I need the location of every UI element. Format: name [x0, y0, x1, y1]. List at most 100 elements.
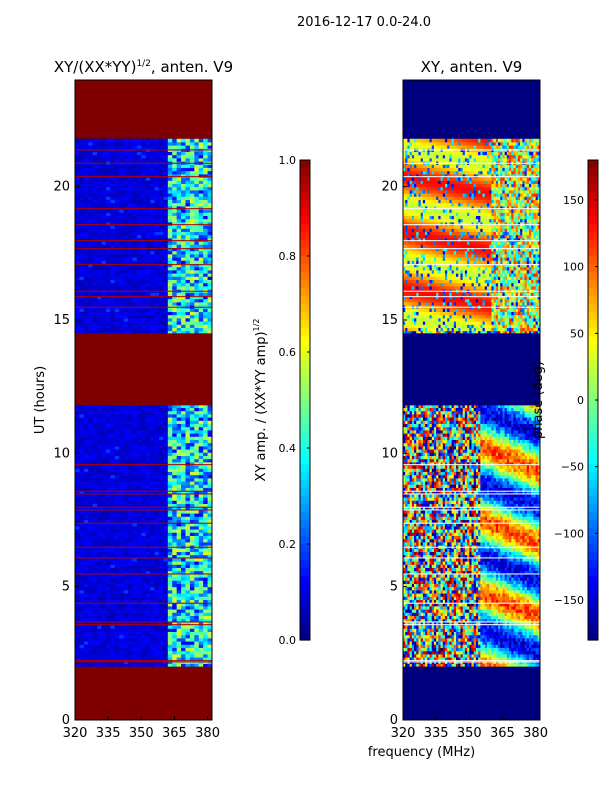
heatmap-cell [123, 228, 129, 232]
heatmap-cell [123, 519, 129, 524]
heatmap-cell [141, 205, 147, 210]
heatmap-cell [110, 266, 116, 271]
heatmap-cell [132, 490, 138, 495]
heatmap-cell [92, 618, 98, 623]
heatmap-cell [194, 186, 200, 191]
heatmap-cell [198, 500, 204, 504]
heatmap-cell [198, 157, 204, 162]
heatmap-cell [194, 599, 200, 604]
heatmap-cell [97, 599, 103, 604]
heatmap-cell [119, 221, 125, 226]
heatmap-cell [189, 404, 195, 408]
heatmap-cell [145, 330, 151, 335]
heatmap-cell [480, 653, 484, 658]
heatmap-cell [114, 413, 120, 418]
heatmap-cell [194, 423, 200, 428]
heatmap-cell [158, 276, 164, 280]
heatmap-cell [150, 173, 156, 178]
heatmap-cell [154, 180, 160, 184]
heatmap-cell [75, 196, 80, 200]
heatmap-cell [114, 612, 120, 616]
heatmap-cell [83, 193, 89, 197]
artefact-line [75, 506, 212, 508]
heatmap-cell [145, 541, 151, 546]
heatmap-cell [198, 580, 204, 584]
heatmap-cell [110, 330, 116, 335]
heatmap-cell [110, 145, 116, 149]
heatmap-cell [110, 583, 116, 588]
heatmap-cell [83, 253, 89, 258]
heatmap-cell [167, 244, 173, 248]
heatmap-cell [128, 621, 133, 626]
heatmap-cell [172, 471, 178, 476]
heatmap-cell [163, 445, 169, 450]
heatmap-cell [128, 186, 133, 191]
heatmap-cell [136, 589, 142, 594]
heatmap-cell [132, 554, 138, 559]
heatmap-cell [79, 225, 85, 229]
colorbar-segment [300, 440, 310, 449]
heatmap-cell [88, 266, 94, 271]
heatmap-cell [167, 644, 173, 648]
heatmap-cell [198, 308, 204, 312]
heatmap-cell [132, 145, 138, 149]
heatmap-cell [75, 138, 80, 143]
heatmap-cell [75, 612, 80, 616]
heatmap-cell [189, 567, 195, 572]
heatmap-cell [88, 609, 94, 613]
heatmap-cell [185, 157, 191, 162]
heatmap-cell [207, 442, 212, 447]
heatmap-cell [176, 301, 182, 306]
heatmap-cell [79, 490, 85, 495]
heatmap-cell [154, 557, 160, 562]
heatmap-cell [97, 461, 103, 466]
heatmap-cell [92, 522, 98, 527]
heatmap-cell [141, 285, 147, 290]
heatmap-cell [132, 202, 138, 207]
heatmap-cell [79, 186, 85, 191]
heatmap-cell [172, 580, 178, 584]
heatmap-cell [150, 663, 156, 668]
heatmap-cell [207, 285, 212, 290]
heatmap-cell [203, 500, 209, 504]
heatmap-cell [189, 503, 195, 508]
heatmap-cell [88, 164, 94, 168]
heatmap-cell [154, 503, 160, 508]
heatmap-cell [88, 273, 94, 277]
heatmap-cell [114, 417, 120, 421]
heatmap-cell [110, 513, 116, 517]
heatmap-cell [123, 164, 129, 168]
heatmap-cell [97, 468, 103, 472]
heatmap-cell [79, 461, 85, 466]
heatmap-cell [119, 532, 125, 536]
heatmap-cell [136, 327, 142, 332]
heatmap-cell [158, 602, 164, 607]
heatmap-cell [114, 445, 120, 450]
heatmap-cell [531, 650, 534, 655]
heatmap-cell [522, 650, 526, 655]
heatmap-cell [132, 567, 138, 572]
heatmap-cell [123, 641, 129, 645]
heatmap-cell [136, 308, 142, 312]
heatmap-cell [83, 506, 89, 511]
heatmap-cell [167, 212, 173, 216]
heatmap-cell [167, 429, 173, 434]
heatmap-cell [114, 410, 120, 415]
heatmap-cell [92, 285, 98, 290]
heatmap-cell [92, 276, 98, 280]
colorbar-segment [300, 312, 310, 321]
heatmap-cell [110, 602, 116, 607]
heatmap-cell [97, 151, 103, 156]
heatmap-cell [163, 573, 169, 578]
heatmap-cell [500, 657, 503, 661]
heatmap-cell [101, 221, 107, 226]
heatmap-cell [181, 285, 186, 290]
heatmap-cell [105, 189, 111, 194]
heatmap-cell [128, 541, 133, 546]
heatmap-cell [83, 189, 89, 194]
heatmap-cell [88, 513, 94, 517]
heatmap-cell [136, 618, 142, 623]
heatmap-cell [167, 221, 173, 226]
heatmap-cell [136, 215, 142, 220]
heatmap-cell [207, 241, 212, 245]
